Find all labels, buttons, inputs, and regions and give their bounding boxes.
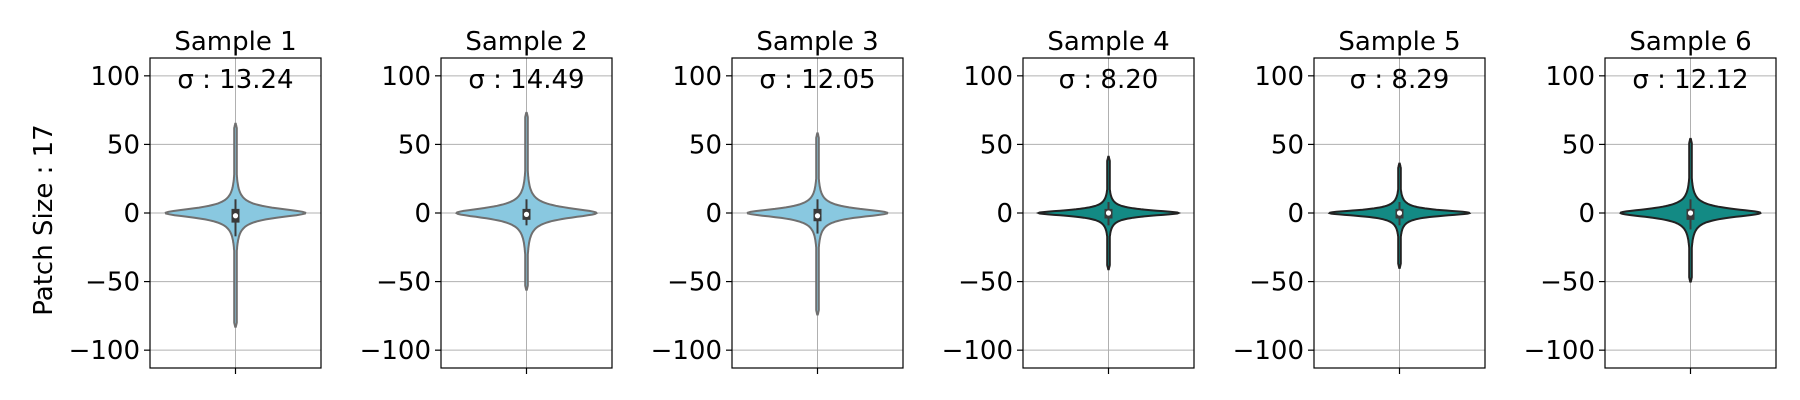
violin-median-dot	[1687, 210, 1694, 216]
y-tick-label: −50	[85, 268, 140, 298]
violin-panel: −100 −50 0 50 100 Sample 1 σ : 13.24	[69, 27, 322, 374]
y-tick-label: 50	[980, 130, 1013, 160]
violin-median-dot	[1396, 210, 1403, 216]
y-tick-label: 0	[1578, 199, 1595, 229]
y-tick-label: 50	[689, 130, 722, 160]
y-tick-label: −50	[958, 268, 1013, 298]
y-tick-label: −100	[942, 336, 1013, 366]
panel-title: Sample 6	[1629, 27, 1751, 57]
figure-y-axis-label: Patch Size : 17	[29, 124, 59, 315]
violin-median-dot	[814, 213, 821, 219]
violin-median-dot	[523, 211, 530, 217]
y-tick-label: −100	[360, 336, 431, 366]
y-tick-label: −50	[1249, 268, 1304, 298]
y-tick-label: −100	[651, 336, 722, 366]
violin-panel: −100 −50 0 50 100 Sample 5 σ : 8.29	[1233, 27, 1486, 374]
y-tick-label: 100	[90, 62, 140, 92]
violin-panels: −100 −50 0 50 100 Sample 1 σ : 13.24 −100 −50 0 50…	[69, 27, 1777, 374]
sigma-annotation: σ : 14.49	[468, 65, 584, 95]
violin-panel: −100 −50 0 50 100 Sample 2 σ : 14.49	[360, 27, 613, 374]
panel-title: Sample 5	[1338, 27, 1460, 57]
y-tick-label: 50	[107, 130, 140, 160]
y-tick-label: −50	[376, 268, 431, 298]
violin-panel: −100 −50 0 50 100 Sample 4 σ : 8.20	[942, 27, 1195, 374]
y-tick-label: 50	[1562, 130, 1595, 160]
y-tick-label: 100	[1254, 62, 1304, 92]
violin-median-dot	[1105, 210, 1112, 216]
y-tick-label: 0	[414, 199, 431, 229]
y-tick-label: −100	[69, 336, 140, 366]
y-tick-label: 100	[381, 62, 431, 92]
y-tick-label: 0	[705, 199, 722, 229]
y-tick-label: −100	[1524, 336, 1595, 366]
sigma-annotation: σ : 8.20	[1059, 65, 1159, 95]
y-tick-label: 50	[398, 130, 431, 160]
sigma-annotation: σ : 12.05	[759, 65, 875, 95]
y-tick-label: 0	[1287, 199, 1304, 229]
y-tick-label: −50	[1540, 268, 1595, 298]
violin-median-dot	[232, 213, 239, 219]
sigma-annotation: σ : 13.24	[177, 65, 293, 95]
y-tick-label: 100	[1545, 62, 1595, 92]
y-tick-label: 100	[672, 62, 722, 92]
y-tick-label: 0	[123, 199, 140, 229]
panel-title: Sample 4	[1047, 27, 1169, 57]
y-tick-label: −50	[667, 268, 722, 298]
y-tick-label: 0	[996, 199, 1013, 229]
violin-panel: −100 −50 0 50 100 Sample 3 σ : 12.05	[651, 27, 904, 374]
sigma-annotation: σ : 12.12	[1632, 65, 1748, 95]
violin-panel: −100 −50 0 50 100 Sample 6 σ : 12.12	[1524, 27, 1777, 374]
panel-title: Sample 2	[465, 27, 587, 57]
panel-title: Sample 1	[174, 27, 296, 57]
y-tick-label: −100	[1233, 336, 1304, 366]
sigma-annotation: σ : 8.29	[1350, 65, 1450, 95]
y-tick-label: 100	[963, 62, 1013, 92]
y-tick-label: 50	[1271, 130, 1304, 160]
panel-title: Sample 3	[756, 27, 878, 57]
